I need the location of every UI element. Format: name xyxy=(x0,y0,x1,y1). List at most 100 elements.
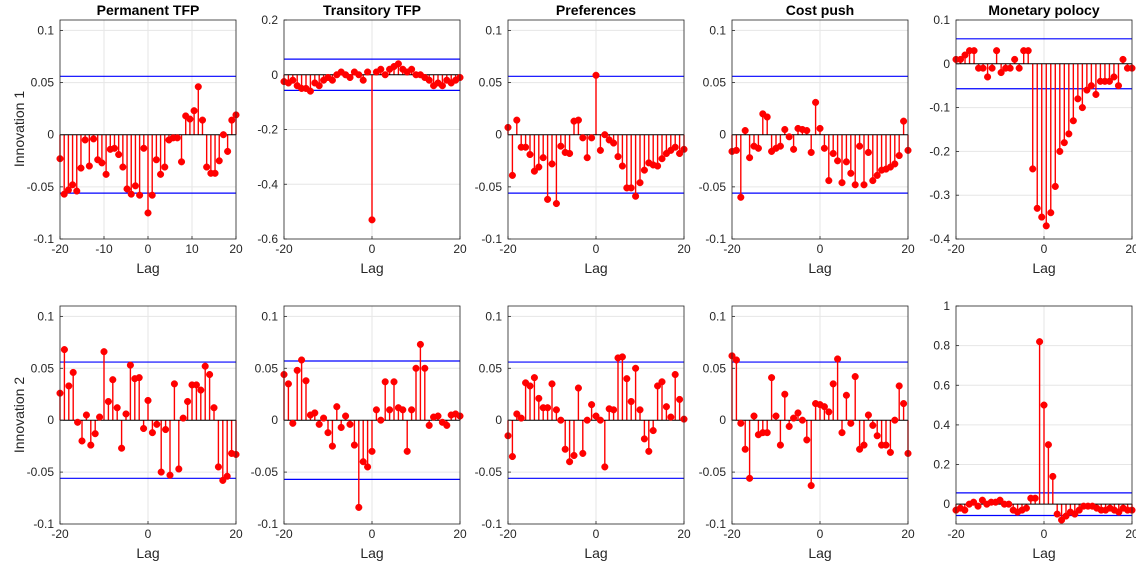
stem-marker xyxy=(194,83,202,91)
stem-marker xyxy=(566,149,574,158)
stem-marker xyxy=(530,374,538,382)
stem-marker xyxy=(636,179,644,187)
stem-marker xyxy=(851,373,859,381)
stem-marker xyxy=(127,190,135,198)
stem-marker xyxy=(561,445,569,453)
stem-marker xyxy=(359,458,367,466)
stem-marker xyxy=(763,429,771,437)
y-tick-label: 0.1 xyxy=(709,23,726,37)
stem-marker xyxy=(825,408,833,416)
subplot-3: -20 0 20 -0.1 -0.05 0 0.05 0.1 Lag Preferences xyxy=(475,2,691,276)
x-tick-label: -20 xyxy=(51,527,69,541)
y-tick-label: 0 xyxy=(495,128,502,142)
stem-marker xyxy=(337,423,345,432)
stem-marker xyxy=(785,422,793,430)
stem-marker xyxy=(535,163,543,171)
subplot-title: Preferences xyxy=(556,2,636,18)
stem-marker xyxy=(737,419,745,427)
stem-marker xyxy=(574,116,582,124)
stem-marker xyxy=(829,380,837,388)
stem-marker xyxy=(85,162,93,170)
x-tick-label: 20 xyxy=(229,527,243,541)
y-tick-label: -0.1 xyxy=(481,517,502,531)
stem-marker xyxy=(1005,500,1013,508)
stem-marker xyxy=(170,380,178,388)
y-tick-label: -0.2 xyxy=(929,144,950,158)
stem-marker xyxy=(961,51,969,59)
stem-marker xyxy=(592,412,600,420)
stem-marker xyxy=(118,444,126,452)
stem-marker xyxy=(548,160,556,168)
y-tick-label: -0.05 xyxy=(699,180,727,194)
y-tick-label: 1 xyxy=(943,299,950,313)
x-tick-label: -20 xyxy=(275,242,293,256)
x-tick-label: 0 xyxy=(145,527,152,541)
stem-marker xyxy=(157,468,165,476)
stem-marker xyxy=(198,116,207,124)
y-tick-label: -0.1 xyxy=(481,232,502,246)
stem-marker xyxy=(425,76,433,84)
stem-marker xyxy=(148,191,156,199)
stem-marker xyxy=(355,503,363,511)
x-tick-label: -20 xyxy=(275,527,293,541)
subplot-7: -20 0 20 -0.1 -0.05 0 0.05 0.1 Lag xyxy=(251,305,467,561)
stem-marker xyxy=(412,364,420,372)
x-tick-label: -20 xyxy=(723,527,741,541)
stem-marker xyxy=(1029,165,1037,173)
row-label-2: Innovation 2 xyxy=(11,377,27,453)
x-tick-label: 20 xyxy=(901,242,915,256)
stem-marker xyxy=(135,374,143,382)
y-tick-label: 0 xyxy=(271,68,278,82)
stem-marker xyxy=(508,452,516,461)
stem-marker xyxy=(552,199,560,208)
stem-marker xyxy=(834,355,842,363)
stem-marker xyxy=(284,380,292,388)
stem-marker xyxy=(895,152,903,160)
stem-marker xyxy=(1065,130,1073,138)
y-tick-label: 0.05 xyxy=(31,76,55,90)
stem-marker xyxy=(1044,441,1052,449)
stem-marker xyxy=(838,429,846,437)
stem-marker xyxy=(526,150,534,159)
y-tick-label: 0.05 xyxy=(479,361,503,375)
stem-marker xyxy=(1038,213,1046,221)
stem-marker xyxy=(381,378,389,386)
stem-marker xyxy=(768,374,776,382)
stem-marker xyxy=(632,364,640,372)
stem-marker xyxy=(632,192,640,200)
stem-marker xyxy=(970,47,978,55)
subplot-title: Monetary polocy xyxy=(988,2,1099,18)
x-axis-label: Lag xyxy=(360,545,383,561)
stem-marker xyxy=(306,87,314,95)
stem-marker xyxy=(790,145,798,153)
stem-marker xyxy=(315,82,323,90)
y-tick-label: 0.1 xyxy=(485,23,502,37)
stem-marker xyxy=(1053,510,1061,518)
stem-marker xyxy=(1074,95,1082,103)
stem-marker xyxy=(776,441,784,449)
y-tick-label: 0.1 xyxy=(709,309,726,323)
stem-marker xyxy=(864,411,872,419)
stem-marker xyxy=(302,377,310,385)
stem-marker xyxy=(434,412,442,420)
stem-marker xyxy=(776,142,784,150)
x-tick-label: -20 xyxy=(51,242,69,256)
stem-marker xyxy=(886,448,894,456)
stem-marker xyxy=(113,404,121,412)
stem-marker xyxy=(627,184,635,192)
stem-marker xyxy=(882,441,890,449)
stem-marker xyxy=(91,430,99,438)
x-axis-label: Lag xyxy=(1032,545,1055,561)
stem-marker xyxy=(746,474,754,482)
y-tick-label: 0.4 xyxy=(933,418,950,432)
stem-marker xyxy=(513,116,521,124)
stem-marker xyxy=(662,403,670,411)
y-tick-label: 0 xyxy=(495,413,502,427)
x-tick-label: 20 xyxy=(1125,242,1136,256)
stem-marker xyxy=(530,167,538,175)
stem-marker xyxy=(109,376,117,384)
stem-marker xyxy=(368,447,376,455)
stem-marker xyxy=(781,390,789,398)
y-tick-label: 0.1 xyxy=(485,309,502,323)
